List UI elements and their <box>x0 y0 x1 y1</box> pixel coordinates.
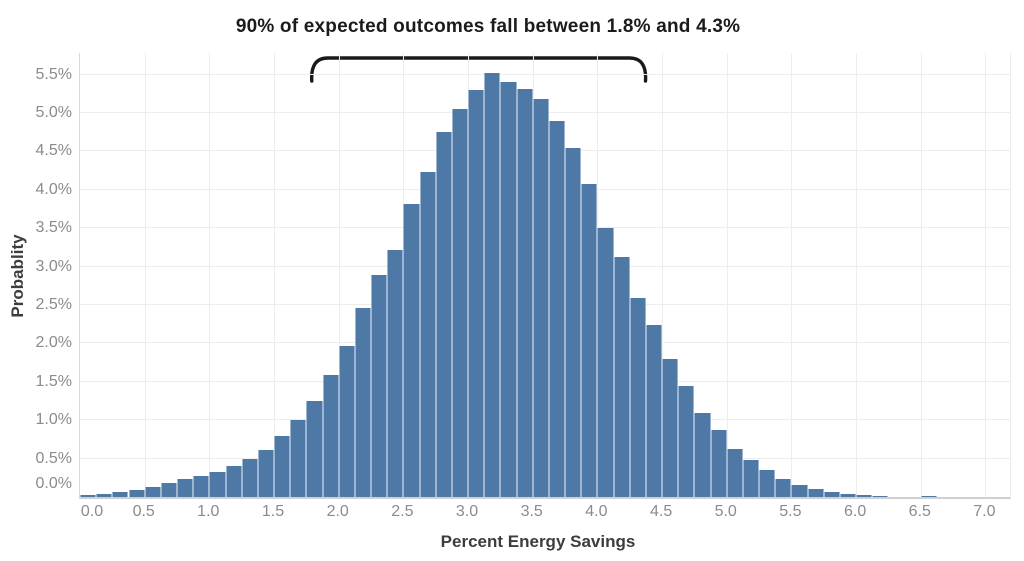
vertical-gridline <box>144 53 146 497</box>
y-tick-label: 3.0% <box>35 257 72 275</box>
histogram-bar <box>290 420 307 497</box>
histogram-bar <box>791 485 808 497</box>
histogram-bar <box>80 495 97 497</box>
histogram-bar <box>193 476 210 497</box>
x-tick-label: 0.5 <box>132 503 155 520</box>
x-tick-label: 6.5 <box>908 503 931 520</box>
x-tick-label: 2.5 <box>391 503 414 520</box>
histogram-bar <box>662 358 679 497</box>
histogram-bar <box>920 495 937 497</box>
y-tick-label: 4.0% <box>35 180 72 198</box>
histogram-bar <box>371 275 388 497</box>
horizontal-gridline <box>80 73 1010 75</box>
histogram-bar <box>451 109 469 497</box>
histogram-bar <box>419 172 436 497</box>
histogram-bar <box>387 249 404 497</box>
histogram-bar <box>144 487 161 497</box>
vertical-gridline <box>662 53 664 497</box>
histogram-bar <box>581 183 598 497</box>
x-tick-label: 5.0 <box>714 503 737 520</box>
histogram-bar <box>823 491 840 497</box>
histogram-bar <box>257 450 274 497</box>
y-tick-label: 0.5% <box>35 449 72 467</box>
histogram-bar <box>322 374 339 497</box>
chart-title: 90% of expected outcomes fall between 1.… <box>235 16 741 37</box>
x-tick-label: 2.0 <box>326 503 349 520</box>
histogram-bar <box>565 148 582 497</box>
vertical-gridline <box>856 53 858 497</box>
x-tick-label: 0.0 <box>80 503 104 520</box>
histogram-bar <box>775 479 792 497</box>
x-tick-label: 5.5 <box>779 503 802 520</box>
histogram-bar <box>613 256 630 497</box>
y-tick-label: 2.5% <box>35 296 72 313</box>
histogram-bar <box>678 385 695 497</box>
x-tick-label: 1.5 <box>261 503 285 520</box>
x-tick-label: 4.5 <box>649 503 673 520</box>
x-tick-label: 6.0 <box>843 503 867 520</box>
histogram-bar <box>532 99 549 497</box>
histogram-bar <box>694 412 711 497</box>
x-tick-label: 7.0 <box>973 503 996 520</box>
histogram-bar <box>306 400 323 497</box>
histogram-bar <box>403 204 420 497</box>
y-tick-label: 0.0% <box>35 475 72 492</box>
plot-area <box>79 53 1011 499</box>
histogram-bar <box>241 459 258 497</box>
vertical-gridline <box>985 53 987 497</box>
y-tick-label: 1.5% <box>35 372 72 390</box>
vertical-gridline <box>791 53 793 497</box>
histogram-bar <box>839 493 857 497</box>
histogram-bar <box>274 435 291 497</box>
histogram-bar <box>597 228 614 497</box>
histogram-bar <box>96 493 113 497</box>
histogram-bar <box>548 121 566 497</box>
histogram-bar <box>710 430 727 497</box>
histogram-bar <box>112 492 129 497</box>
vertical-gridline <box>338 53 340 497</box>
histogram-bar <box>468 89 485 497</box>
histogram-bar <box>177 479 194 497</box>
vertical-gridline <box>274 53 275 497</box>
y-tick-label: 3.5% <box>35 219 72 237</box>
histogram-bar <box>516 89 533 497</box>
y-tick-label: 5.0% <box>35 103 72 121</box>
histogram-bar <box>742 460 760 497</box>
histogram-bar <box>500 82 517 497</box>
histogram-bar <box>872 496 889 497</box>
histogram-bar <box>645 324 663 497</box>
histogram-bar <box>128 490 145 497</box>
y-tick-label: 1.0% <box>35 411 72 429</box>
histogram-bar <box>209 471 226 497</box>
histogram-bar <box>807 489 824 497</box>
vertical-gridline <box>726 53 728 497</box>
x-tick-label: 4.0 <box>585 503 608 520</box>
y-tick-label: 5.5% <box>35 65 72 83</box>
histogram-bar <box>629 298 646 497</box>
x-axis-title: Percent Energy Savings <box>440 532 636 551</box>
histogram-bar <box>338 346 355 497</box>
histogram-bar <box>726 449 743 497</box>
x-tick-label: 3.0 <box>455 503 479 520</box>
x-tick-label: 1.0 <box>197 503 220 520</box>
histogram-bar <box>856 495 873 497</box>
histogram-bar <box>160 483 177 497</box>
x-tick-label: 3.5 <box>520 503 543 520</box>
histogram-bar <box>435 132 452 497</box>
histogram-bar <box>484 72 501 497</box>
vertical-gridline <box>920 53 922 497</box>
histogram-bar <box>759 470 776 497</box>
histogram-bar <box>225 466 242 497</box>
histogram-bar <box>354 308 372 497</box>
y-tick-label: 4.5% <box>35 142 72 160</box>
vertical-gridline <box>209 53 211 497</box>
y-tick-label: 2.0% <box>35 334 72 352</box>
